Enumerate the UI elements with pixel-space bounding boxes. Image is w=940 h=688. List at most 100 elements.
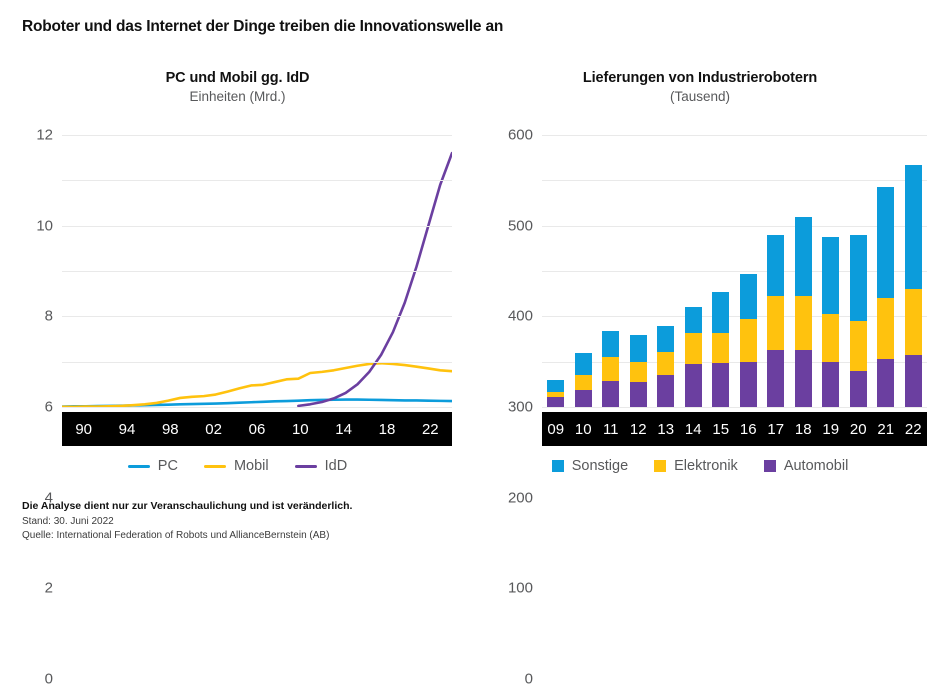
bar-segment-elektronik: [767, 295, 785, 351]
x-axis-tick-label: 15: [712, 420, 730, 438]
bar-column[interactable]: [762, 135, 790, 407]
legend-label: IdD: [324, 458, 348, 474]
y-axis-tick-label: 500: [507, 217, 533, 235]
bar-stack: [767, 234, 785, 407]
legend-item[interactable]: Automobil: [763, 458, 849, 474]
x-axis-tick-label: 14: [335, 420, 352, 438]
bar-column[interactable]: [845, 135, 873, 407]
footer-source: Quelle: International Federation of Robo…: [22, 530, 330, 541]
bar-column[interactable]: [707, 135, 735, 407]
bar-segment-elektronik: [822, 314, 840, 362]
y-axis-tick-label: 10: [36, 217, 53, 235]
page-title: Roboter und das Internet der Dinge treib…: [22, 18, 504, 35]
legend-label: PC: [157, 458, 178, 474]
x-axis-tick-label: 13: [657, 420, 675, 438]
chart-subtitle-left: Einheiten (Mrd.): [189, 89, 286, 104]
bar-segment-sonstige: [547, 379, 565, 392]
bar-stack: [739, 273, 757, 407]
legend-swatch-icon: [654, 460, 667, 472]
legend-swatch-icon: [294, 464, 317, 468]
bar-stack: [822, 237, 840, 407]
x-axis-tick-label: 19: [822, 420, 840, 438]
bar-column[interactable]: [652, 135, 680, 407]
x-axis-tick-label: 16: [739, 420, 757, 438]
bar-stack: [849, 234, 867, 407]
y-axis-tick-label: 0: [524, 670, 533, 688]
bar-segment-elektronik: [849, 320, 867, 371]
legend-left: PC Mobil IdD: [10, 458, 465, 474]
bar-segment-automobil: [657, 375, 675, 407]
gridline: 8: [45, 225, 452, 325]
line-series-idd: [297, 151, 452, 407]
bar-segment-sonstige: [794, 216, 812, 296]
bar-segment-sonstige: [849, 234, 867, 321]
plot-area-right: 0 100 200 300 400 500 600: [508, 127, 927, 688]
gridline: 200: [508, 316, 927, 506]
legend-item[interactable]: PC: [127, 458, 178, 474]
y-axis-tick-label: 4: [44, 489, 53, 507]
bar-stack: [629, 334, 647, 407]
y-axis-tick-label: 6: [44, 398, 53, 416]
gridline: 500: [508, 180, 927, 234]
bar-column[interactable]: [872, 135, 900, 407]
bar-segment-automobil: [602, 380, 620, 407]
x-axis-tick-label: 94: [118, 420, 136, 438]
x-axis-tick-label: 09: [547, 420, 565, 438]
bar-segment-elektronik: [739, 318, 757, 362]
footer-disclaimer: Die Analyse dient nur zur Veranschaulich…: [22, 500, 353, 512]
bar-segment-automobil: [877, 358, 895, 407]
bar-column[interactable]: [625, 135, 653, 407]
bar-segment-automobil: [794, 350, 812, 407]
bar-column[interactable]: [790, 135, 818, 407]
bar-stack: [712, 292, 730, 407]
legend-item[interactable]: Mobil: [203, 458, 269, 474]
legend-item[interactable]: Sonstige: [551, 458, 629, 474]
bar-segment-sonstige: [904, 164, 922, 290]
bar-segment-elektronik: [547, 391, 565, 398]
line-series-group: [62, 151, 452, 407]
bar-column[interactable]: [817, 135, 845, 407]
y-axis-tick-label: 200: [507, 489, 533, 507]
line-series-mobil: [62, 361, 452, 407]
bar-column[interactable]: [597, 135, 625, 407]
y-axis-tick-label: 300: [507, 398, 533, 416]
bar-column[interactable]: [900, 135, 928, 407]
bar-column[interactable]: [680, 135, 708, 407]
gridline: 400: [508, 225, 927, 325]
footer-date: Stand: 30. Juni 2022: [22, 516, 114, 527]
bar-column[interactable]: [570, 135, 598, 407]
y-axis-tick-label: 0: [44, 670, 53, 688]
bar-segment-sonstige: [602, 331, 620, 358]
gridline: 0: [525, 407, 927, 688]
x-axis-tick-label: 18: [794, 420, 812, 438]
gridline: 300: [508, 271, 927, 416]
gridline: 4: [45, 316, 452, 506]
legend-label: Sonstige: [571, 458, 629, 474]
x-axis-band-right: 09 10 11 12 13 14 15 16 17 18 19 20 21 22: [542, 412, 927, 446]
gridline: 10: [36, 180, 452, 234]
bar-segment-sonstige: [877, 187, 895, 299]
bar-segment-elektronik: [684, 333, 702, 364]
x-axis-band-left: 90 94 98 02 06 10 14 18 22: [62, 412, 452, 446]
bar-segment-elektronik: [877, 298, 895, 359]
legend-label: Automobil: [783, 458, 849, 474]
bar-column[interactable]: [542, 135, 570, 407]
bar-segment-elektronik: [629, 361, 647, 383]
bar-stack: [657, 326, 675, 407]
x-axis-tick-label: 98: [161, 420, 179, 438]
x-axis-tick-label: 10: [291, 420, 309, 438]
legend-swatch-icon: [127, 464, 150, 468]
bar-series-group: [542, 135, 927, 407]
x-axis-tick-label: 20: [849, 420, 867, 438]
bar-segment-sonstige: [629, 334, 647, 362]
bar-column[interactable]: [735, 135, 763, 407]
bar-stack: [794, 216, 812, 407]
bar-segment-automobil: [904, 354, 922, 407]
gridline: 2: [45, 361, 452, 597]
legend-item[interactable]: IdD: [294, 458, 348, 474]
legend-swatch-icon: [763, 460, 776, 472]
footer: Die Analyse dient nur zur Veranschaulich…: [22, 500, 622, 544]
legend-item[interactable]: Elektronik: [654, 458, 738, 474]
x-axis-tick-label: 17: [767, 420, 785, 438]
